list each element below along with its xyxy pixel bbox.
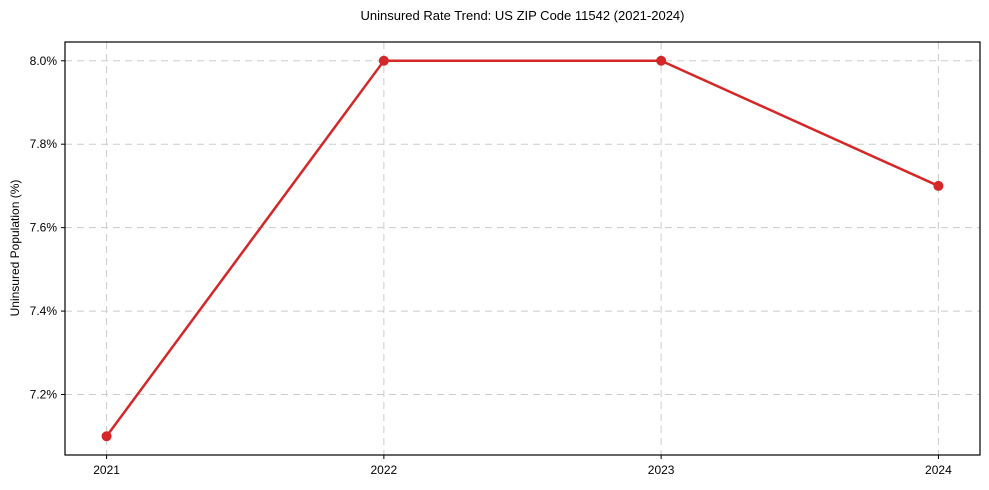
x-tick-label: 2021	[93, 463, 120, 477]
chart-title: Uninsured Rate Trend: US ZIP Code 11542 …	[360, 8, 685, 23]
y-tick-label: 8.0%	[30, 54, 58, 68]
data-point-marker	[656, 55, 667, 66]
x-tick-label: 2024	[925, 463, 952, 477]
axes-spines	[64, 41, 981, 456]
data-point-marker	[101, 431, 112, 442]
x-tick-label: 2023	[648, 463, 675, 477]
data-point-marker	[933, 180, 944, 191]
y-tick-label: 7.2%	[30, 388, 58, 402]
y-tick-label: 7.6%	[30, 221, 58, 235]
data-point-marker	[378, 55, 389, 66]
y-tick-label: 7.8%	[30, 137, 58, 151]
trend-line	[105, 59, 940, 438]
x-tick-label: 2022	[371, 463, 398, 477]
y-tick-label: 7.4%	[30, 304, 58, 318]
